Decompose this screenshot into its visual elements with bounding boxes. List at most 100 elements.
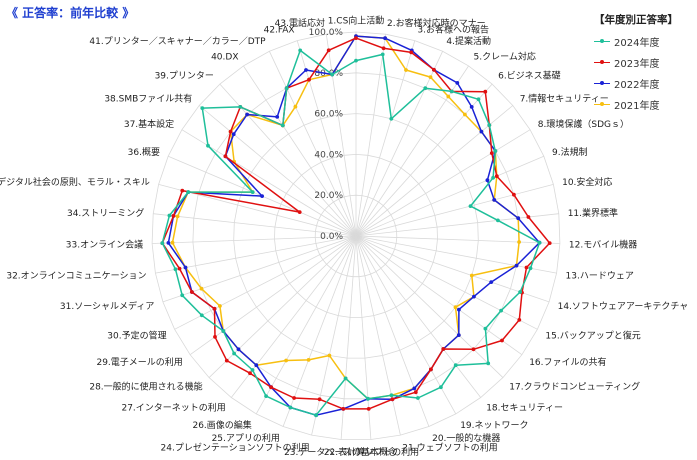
data-point bbox=[463, 112, 467, 117]
category-label: 43.電話応対 bbox=[275, 17, 325, 29]
data-point bbox=[456, 333, 461, 337]
data-point bbox=[479, 129, 484, 134]
data-point bbox=[469, 105, 474, 109]
grid-spoke bbox=[181, 129, 357, 237]
data-point bbox=[446, 94, 451, 99]
radial-tick-label: 100.0% bbox=[309, 28, 344, 38]
data-point bbox=[354, 36, 358, 40]
grid-spoke bbox=[355, 34, 387, 237]
data-point bbox=[343, 376, 348, 381]
category-label: 26.画像の編集 bbox=[192, 419, 251, 431]
grid-spoke bbox=[255, 235, 357, 415]
data-point bbox=[486, 361, 491, 366]
category-label: 34.ストリーミング bbox=[67, 207, 144, 219]
data-point bbox=[166, 241, 171, 245]
data-point bbox=[366, 407, 371, 411]
data-point bbox=[547, 241, 552, 246]
data-point bbox=[297, 210, 302, 215]
data-point bbox=[250, 368, 255, 372]
data-point bbox=[183, 265, 188, 270]
legend-swatch bbox=[594, 38, 610, 43]
legend: 【年度別正答率】 2024年度 2023年度 2022年度 2021年度 bbox=[594, 12, 694, 115]
category-label: 29.電子メールの利用 bbox=[96, 356, 182, 368]
category-label: 42.FAX bbox=[264, 26, 295, 36]
legend-label: 2022年度 bbox=[614, 80, 660, 91]
category-label: 40.DX bbox=[211, 52, 238, 62]
data-point bbox=[223, 154, 228, 159]
data-point bbox=[432, 67, 436, 72]
data-point bbox=[269, 385, 273, 390]
data-point bbox=[245, 112, 250, 117]
category-label: 36.概要 bbox=[128, 146, 160, 158]
data-point bbox=[248, 371, 252, 376]
chart-title: 《 正答率：前年比較 》 bbox=[6, 6, 135, 20]
data-point bbox=[489, 151, 494, 156]
data-point bbox=[200, 106, 205, 110]
grid-spoke bbox=[355, 235, 504, 378]
data-point bbox=[330, 72, 335, 77]
data-point bbox=[389, 393, 394, 398]
data-point bbox=[314, 413, 318, 418]
grid-spoke bbox=[355, 83, 493, 237]
data-point bbox=[380, 52, 385, 57]
grid-spoke bbox=[282, 235, 357, 427]
data-point bbox=[293, 104, 298, 109]
legend-label: 2023年度 bbox=[614, 59, 660, 70]
grid-spoke bbox=[355, 235, 550, 303]
grid-spoke bbox=[355, 129, 531, 237]
data-point bbox=[457, 307, 461, 312]
legend-title: 【年度別正答率】 bbox=[594, 14, 678, 26]
grid-spoke bbox=[355, 235, 523, 356]
category-label: 17.クラウドコンピューティング bbox=[509, 380, 640, 392]
category-label: 30.予定の管理 bbox=[107, 329, 166, 341]
data-point bbox=[428, 75, 433, 79]
data-point bbox=[186, 190, 191, 195]
legend-item: 2021年度 bbox=[594, 94, 694, 115]
data-point bbox=[471, 347, 476, 352]
grid-spoke bbox=[355, 40, 416, 237]
category-label: 24.プレゼンテーションソフトの利用 bbox=[161, 441, 310, 453]
data-point bbox=[326, 48, 331, 53]
data-point bbox=[496, 218, 500, 223]
data-point bbox=[455, 81, 460, 85]
category-label: 33.オンライン会議 bbox=[66, 238, 143, 250]
radial-tick-label: 60.0% bbox=[314, 110, 343, 120]
data-point bbox=[489, 280, 494, 284]
grid-spoke bbox=[355, 235, 482, 398]
data-point bbox=[231, 132, 236, 137]
data-point bbox=[224, 358, 229, 363]
category-label: 10.安全対応 bbox=[562, 176, 612, 188]
data-point bbox=[327, 353, 332, 358]
category-label: 6.ビジネス基礎 bbox=[498, 70, 561, 82]
category-label: 37.基本設定 bbox=[124, 118, 174, 130]
grid-spoke bbox=[325, 34, 357, 237]
grid-spoke bbox=[355, 184, 554, 237]
data-point bbox=[254, 363, 259, 368]
category-label: 31.ソーシャルメディア bbox=[60, 300, 155, 312]
data-point bbox=[487, 123, 492, 127]
data-point bbox=[275, 115, 280, 119]
category-label: 14.ソフトウェアアーキテクチャ bbox=[558, 301, 689, 312]
data-point bbox=[492, 198, 497, 202]
category-label: 3.お客様への報告 bbox=[417, 24, 489, 36]
data-point bbox=[468, 204, 473, 209]
grid-spoke bbox=[355, 235, 430, 427]
data-point bbox=[413, 390, 418, 395]
data-point bbox=[284, 86, 289, 91]
category-label: 11.業界標準 bbox=[568, 207, 618, 219]
legend-label: 2024年度 bbox=[614, 38, 660, 49]
data-point bbox=[228, 129, 233, 134]
data-point bbox=[528, 266, 533, 271]
legend-swatch bbox=[594, 59, 610, 64]
data-point bbox=[517, 240, 521, 244]
category-label: 16.ファイルの共有 bbox=[529, 356, 606, 368]
data-point bbox=[288, 405, 293, 410]
grid-spoke bbox=[155, 235, 357, 274]
data-point bbox=[449, 89, 454, 94]
category-label: 1.CS向上活動 bbox=[328, 15, 385, 27]
data-point bbox=[412, 386, 417, 391]
data-point bbox=[280, 123, 285, 128]
grid-spoke bbox=[269, 51, 357, 237]
data-point bbox=[366, 396, 370, 401]
